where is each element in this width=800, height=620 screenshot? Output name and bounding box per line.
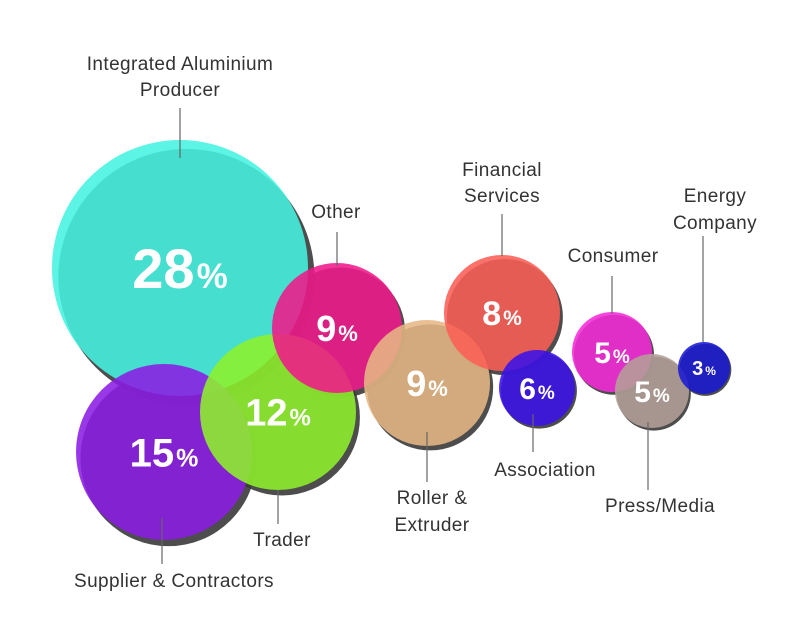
bubble-press-media: [615, 354, 689, 428]
category-label-integrated-aluminium-producer: Integrated Aluminium Producer: [87, 54, 274, 101]
category-label-financial-services: Financial Services: [462, 160, 542, 207]
value-number: 8: [482, 295, 501, 333]
value-label-supplier-contractors: 15%: [130, 431, 199, 475]
category-label-press-media: Press/Media: [605, 496, 715, 517]
value-label-press-media: 5%: [634, 376, 670, 409]
value-number: 28: [132, 237, 194, 300]
value-unit: %: [197, 257, 228, 296]
bubble-integrated-aluminium-producer: [52, 140, 308, 396]
value-unit: %: [289, 405, 310, 432]
value-unit: %: [538, 383, 555, 404]
category-label-association: Association: [494, 460, 596, 481]
value-label-energy-company: 3%: [692, 358, 716, 380]
value-label-integrated-aluminium-producer: 28%: [132, 237, 227, 300]
value-number: 3: [692, 358, 703, 380]
value-unit: %: [705, 364, 716, 378]
value-unit: %: [428, 376, 448, 401]
value-number: 9: [406, 363, 426, 404]
value-number: 6: [519, 373, 536, 406]
category-label-energy-company: Energy Company: [673, 186, 757, 234]
bubble-financial-services: [444, 255, 560, 371]
bubble-association: [499, 350, 575, 426]
value-unit: %: [653, 386, 670, 407]
value-number: 9: [316, 308, 336, 349]
bubble-energy-company: [678, 342, 730, 394]
value-unit: %: [613, 347, 630, 368]
value-number: 5: [594, 337, 611, 370]
bubble-roller-extruder: [364, 320, 490, 446]
category-label-roller-extruder: Roller & Extruder: [394, 488, 469, 536]
value-label-other: 9%: [316, 308, 358, 349]
category-label-trader: Trader: [253, 530, 311, 551]
value-unit: %: [503, 307, 522, 330]
value-unit: %: [176, 444, 198, 472]
value-label-roller-extruder: 9%: [406, 363, 448, 404]
category-label-other: Other: [311, 202, 361, 223]
category-label-consumer: Consumer: [568, 246, 659, 267]
value-label-association: 6%: [519, 373, 555, 406]
value-label-financial-services: 8%: [482, 295, 522, 333]
value-label-trader: 12%: [245, 393, 311, 435]
value-number: 5: [634, 376, 651, 409]
category-labels: Integrated Aluminium Producer Supplier & C…: [74, 54, 757, 592]
value-number: 15: [130, 431, 175, 475]
value-unit: %: [338, 321, 358, 346]
value-label-consumer: 5%: [594, 337, 630, 370]
category-label-supplier-contractors: Supplier & Contractors: [74, 571, 274, 592]
leader-lines: [161, 108, 704, 564]
bubbles: 28%15%12%9%9%8%6 %5 %5 %3%: [52, 140, 730, 540]
value-number: 12: [245, 393, 287, 435]
